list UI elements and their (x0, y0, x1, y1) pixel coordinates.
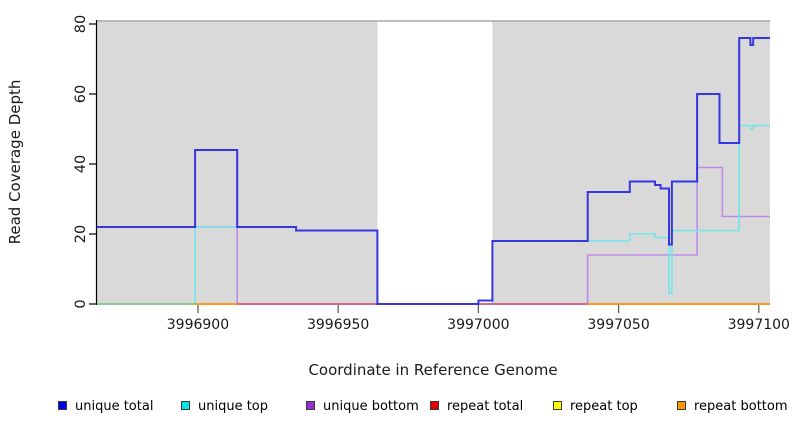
y-tick-label: 60 (73, 85, 89, 103)
y-axis-title: Read Coverage Depth (6, 79, 24, 245)
x-tick-label: 3996900 (166, 317, 230, 333)
y-tick-label: 0 (73, 299, 89, 308)
series-line-unique-bottom (97, 166, 770, 305)
x-tick-label: 3997050 (587, 317, 650, 333)
y-tick-label: 40 (73, 155, 89, 173)
y-tick-label: 20 (73, 225, 89, 243)
y-tick-label: 80 (73, 15, 89, 33)
uncovered-gap-band (377, 21, 493, 305)
x-tick-label: 3997000 (447, 317, 510, 333)
x-tick-label: 3997100 (727, 317, 790, 333)
x-axis-title: Coordinate in Reference Genome (308, 361, 558, 379)
x-tick-label: 3996950 (306, 317, 370, 333)
series-line-unique-total (97, 37, 770, 305)
